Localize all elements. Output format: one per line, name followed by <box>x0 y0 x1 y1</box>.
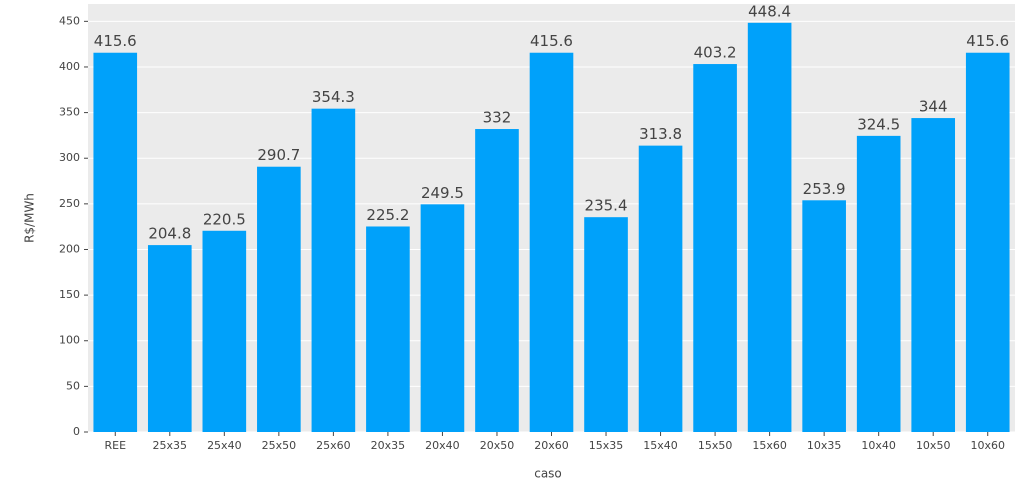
bar <box>584 217 628 432</box>
y-tick-label: 150 <box>59 288 80 301</box>
bar <box>693 64 737 432</box>
x-tick-label: 15x40 <box>643 439 678 452</box>
x-axis-label: caso <box>534 467 562 481</box>
bar <box>965 52 1010 432</box>
value-label: 290.7 <box>257 146 300 164</box>
y-tick-label: 300 <box>59 151 80 164</box>
value-label: 220.5 <box>203 210 246 228</box>
x-tick-label: 20x50 <box>480 439 515 452</box>
y-tick-label: 50 <box>66 379 80 392</box>
y-tick-label: 450 <box>59 14 80 27</box>
value-label: 415.6 <box>530 32 573 50</box>
y-axis-label: R$/MWh <box>23 193 37 243</box>
x-tick-label: 15x50 <box>698 439 733 452</box>
value-label: 249.5 <box>421 184 464 202</box>
x-tick-label: 10x35 <box>807 439 842 452</box>
bar <box>747 22 792 433</box>
y-tick-label: 400 <box>59 60 80 73</box>
value-label: 313.8 <box>639 125 682 143</box>
x-tick-label: REE <box>104 439 126 452</box>
value-label: 235.4 <box>585 197 628 215</box>
y-tick-label: 250 <box>59 197 80 210</box>
bar <box>202 230 247 432</box>
x-tick-label: 15x35 <box>589 439 624 452</box>
bar <box>638 145 683 432</box>
value-label: 354.3 <box>312 88 355 106</box>
bar <box>257 166 301 432</box>
x-tick-label: 25x40 <box>207 439 242 452</box>
y-tick-label: 350 <box>59 106 80 119</box>
value-label: 415.6 <box>94 32 137 50</box>
value-label: 403.2 <box>694 44 737 62</box>
bar <box>366 226 410 432</box>
y-tick-label: 100 <box>59 334 80 347</box>
x-tick-label: 10x40 <box>861 439 896 452</box>
value-label: 344 <box>919 98 948 116</box>
bar <box>420 204 465 432</box>
x-tick-label: 25x60 <box>316 439 351 452</box>
x-tick-label: 25x35 <box>153 439 188 452</box>
y-tick-label: 200 <box>59 242 80 255</box>
bar <box>529 52 574 432</box>
value-label: 324.5 <box>857 115 900 133</box>
value-label: 204.8 <box>148 225 191 243</box>
bar <box>311 108 356 433</box>
bar <box>802 200 846 432</box>
bar <box>475 129 519 433</box>
y-tick-label: 0 <box>73 425 80 438</box>
x-tick-label: 25x50 <box>262 439 297 452</box>
bar <box>856 135 901 432</box>
bar <box>93 52 138 432</box>
x-tick-label: 20x60 <box>534 439 569 452</box>
bar <box>911 118 956 432</box>
value-label: 448.4 <box>748 2 791 20</box>
x-tick-label: 10x60 <box>970 439 1005 452</box>
x-tick-label: 20x35 <box>371 439 406 452</box>
value-label: 225.2 <box>366 206 409 224</box>
value-label: 332 <box>483 109 512 127</box>
value-label: 253.9 <box>803 180 846 198</box>
bar <box>147 245 192 432</box>
x-tick-label: 10x50 <box>916 439 951 452</box>
x-tick-label: 20x40 <box>425 439 460 452</box>
value-label: 415.6 <box>966 32 1009 50</box>
x-tick-label: 15x60 <box>752 439 787 452</box>
